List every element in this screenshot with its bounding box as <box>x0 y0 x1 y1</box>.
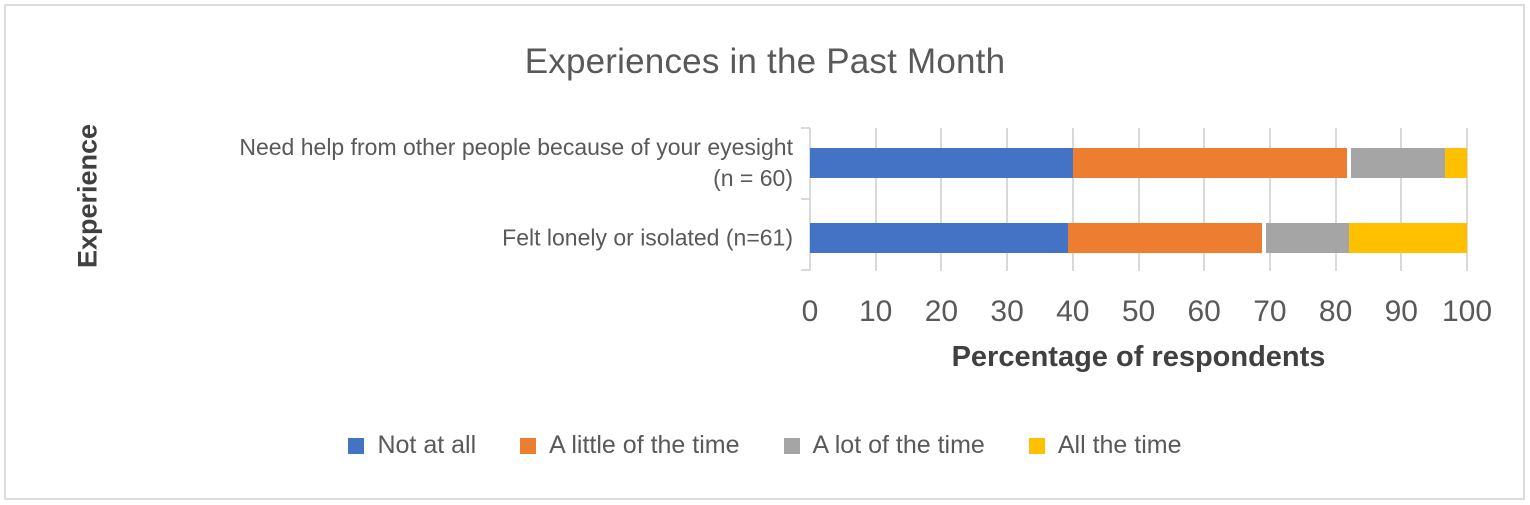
category-label-line: (n = 60) <box>713 165 793 191</box>
bar-segment-a-lot-of-the-time <box>1262 223 1349 253</box>
bar-segment-all-the-time <box>1445 148 1467 178</box>
gridline <box>1203 128 1206 271</box>
category-label-line: Need help from other people because of y… <box>239 134 793 160</box>
x-tick-label: 30 <box>990 295 1024 328</box>
category-label-line: Felt lonely or isolated (n=61) <box>502 224 793 251</box>
bar-segment-all-the-time <box>1348 223 1467 253</box>
gridline <box>1466 128 1468 271</box>
category-label-1: Need help from other people because of y… <box>239 132 793 194</box>
legend-item-a-lot-of-the-time: A lot of the time <box>783 431 985 460</box>
x-tick-label: 70 <box>1253 295 1287 328</box>
category-axis-tick <box>801 127 810 129</box>
category-axis-tick <box>801 198 810 200</box>
legend-label: A little of the time <box>549 431 740 459</box>
legend-swatch-all-the-time <box>1028 437 1045 454</box>
bar-segment-a-little-of-the-time <box>1068 223 1263 253</box>
gridline <box>1334 128 1337 271</box>
bar-segment-not-at-all <box>810 148 1073 178</box>
gridline <box>940 128 943 271</box>
gridline <box>1006 128 1009 271</box>
x-axis-tick-labels: 0 10 20 30 40 50 60 70 80 90 100 <box>802 295 1492 329</box>
legend: Not at all A little of the time A lot of t… <box>0 431 1530 460</box>
gridline <box>1400 128 1403 271</box>
bar-row-1 <box>810 148 1467 178</box>
x-tick-label: 60 <box>1187 295 1221 328</box>
gridline <box>1137 128 1140 271</box>
bar-segment-not-at-all <box>810 223 1069 253</box>
legend-item-all-the-time: All the time <box>1028 431 1182 460</box>
x-tick-label: 50 <box>1121 295 1156 328</box>
x-tick-label: 10 <box>859 295 893 328</box>
x-axis-title: Percentage of respondents <box>951 341 1326 373</box>
legend-swatch-a-lot-of-the-time <box>783 437 800 454</box>
gridline <box>1071 128 1074 271</box>
value-axis-line <box>809 128 811 271</box>
legend-swatch-not-at-all <box>348 437 365 454</box>
plot-area <box>801 127 1468 271</box>
x-tick-label: 80 <box>1318 295 1353 328</box>
x-tick-label: 0 <box>801 295 819 328</box>
legend-label: A lot of the time <box>812 431 985 459</box>
x-tick-label: 40 <box>1056 295 1090 328</box>
category-axis-tick <box>801 269 810 271</box>
x-tick-label: 90 <box>1384 295 1418 328</box>
legend-swatch-a-little-of-the-time <box>520 437 537 454</box>
category-label-2: Felt lonely or isolated (n=61) <box>502 223 793 254</box>
gridline <box>1268 128 1271 271</box>
x-tick-label: 20 <box>924 295 959 328</box>
x-tick-label: 100 <box>1441 295 1493 328</box>
bar-segment-a-lot-of-the-time <box>1346 148 1446 178</box>
bar-row-2 <box>810 223 1467 253</box>
y-axis-title: Experience <box>72 123 103 269</box>
gridline <box>874 128 877 271</box>
legend-item-not-at-all: Not at all <box>348 431 476 460</box>
chart-title: Experiences in the Past Month <box>524 42 1006 81</box>
legend-label: Not at all <box>377 431 477 459</box>
bar-segment-a-little-of-the-time <box>1072 148 1347 178</box>
legend-label: All the time <box>1057 431 1182 459</box>
legend-item-a-little-of-the-time: A little of the time <box>520 431 740 460</box>
